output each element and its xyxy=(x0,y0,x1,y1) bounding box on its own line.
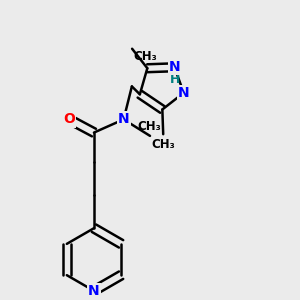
Text: N: N xyxy=(88,284,100,298)
Text: O: O xyxy=(63,112,75,126)
Text: CH₃: CH₃ xyxy=(138,120,162,133)
Text: N: N xyxy=(118,112,129,126)
Text: CH₃: CH₃ xyxy=(134,50,158,63)
Text: N: N xyxy=(169,60,180,74)
Text: H: H xyxy=(170,73,181,86)
Text: N: N xyxy=(178,86,190,100)
Text: CH₃: CH₃ xyxy=(152,137,176,151)
